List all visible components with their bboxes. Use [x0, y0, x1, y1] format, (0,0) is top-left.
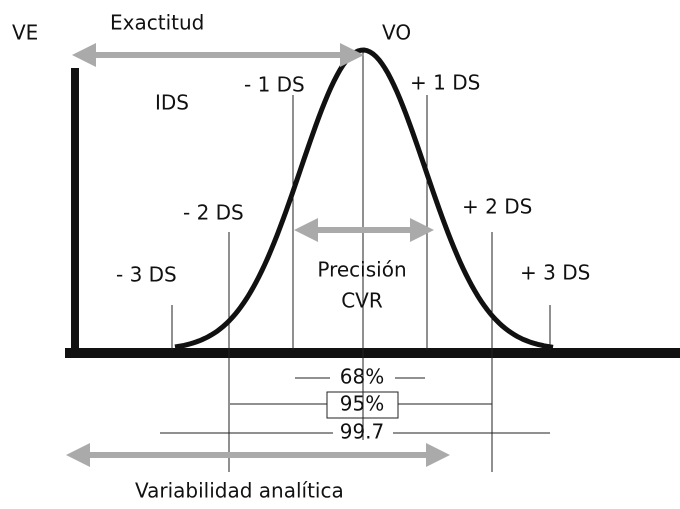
sd-lines	[160, 50, 551, 472]
label: CVR	[341, 289, 383, 313]
label: Exactitud	[110, 11, 204, 35]
label: - 3 DS	[116, 263, 177, 287]
label: + 1 DS	[410, 71, 480, 95]
y-bar	[71, 68, 79, 358]
label: + 3 DS	[520, 261, 590, 285]
label: 95%	[340, 392, 384, 416]
bell-curve	[174, 47, 554, 350]
label: + 2 DS	[462, 195, 532, 219]
baseline	[65, 348, 680, 358]
label: - 1 DS	[244, 73, 305, 97]
label: - 2 DS	[183, 201, 244, 225]
label: 68%	[340, 365, 384, 389]
label: 99.7	[340, 420, 385, 444]
label: Precisión	[317, 258, 406, 282]
label: IDS	[155, 91, 189, 115]
label: Variabilidad analítica	[135, 479, 344, 503]
label: VE	[12, 21, 38, 45]
label: VO	[382, 21, 411, 45]
